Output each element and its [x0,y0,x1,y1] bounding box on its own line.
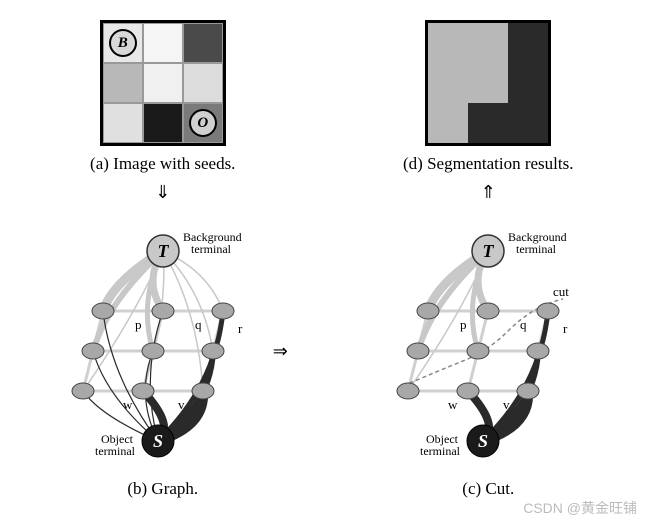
grid-d-cell-8 [508,103,548,143]
grid-d-cell-5 [508,63,548,103]
grid-a-cell-8: O [183,103,223,143]
arrow-up: ⇑ [481,182,496,203]
grid-a-cell-5 [183,63,223,103]
caption-b: (b) Graph. [127,479,198,499]
grid-a-cell-7 [143,103,183,143]
panel-a-grid: BO [100,20,226,146]
seed-o: O [189,109,217,137]
grid-d-cell-4 [468,63,508,103]
svg-text:S: S [478,431,488,451]
svg-text:S: S [153,431,163,451]
svg-text:r: r [563,321,568,336]
caption-d: (d) Segmentation results. [403,154,573,174]
svg-text:q: q [195,317,202,332]
arrow-down: ⇓ [155,182,170,203]
grid-d-cell-0 [428,23,468,63]
grid-d-cell-3 [428,63,468,103]
grid-a-cell-6 [103,103,143,143]
svg-text:v: v [178,397,185,412]
svg-text:Backgroundterminal: Backgroundterminal [183,230,242,256]
grid-a-cell-1 [143,23,183,63]
svg-text:T: T [157,241,169,261]
grid-a-cell-0: B [103,23,143,63]
svg-text:q: q [520,317,527,332]
svg-text:Objectterminal: Objectterminal [420,432,461,458]
grid-a-cell-4 [143,63,183,103]
svg-text:v: v [503,397,510,412]
svg-text:w: w [448,397,458,412]
panel-d-grid [425,20,551,146]
grid-d-cell-1 [468,23,508,63]
svg-text:p: p [460,317,467,332]
caption-a: (a) Image with seeds. [90,154,235,174]
arrow-right: ⇒ [273,341,288,362]
svg-text:p: p [135,317,142,332]
svg-text:r: r [238,321,243,336]
grid-d-cell-7 [468,103,508,143]
watermark: CSDN @黄金旺铺 [523,498,637,518]
panel-c-graph: cut p q r w v T S Backgroundterminal Objecttermin… [388,211,588,471]
caption-c: (c) Cut. [462,479,514,499]
svg-text:T: T [483,241,495,261]
svg-text:w: w [123,397,133,412]
grid-a-cell-3 [103,63,143,103]
grid-d-cell-6 [428,103,468,143]
panel-b-graph: pqrwvTSBackgroundterminalObjectterminal … [63,211,263,471]
svg-text:Backgroundterminal: Backgroundterminal [508,230,567,256]
svg-text:cut: cut [553,284,569,299]
seed-b: B [109,29,137,57]
grid-d-cell-2 [508,23,548,63]
svg-text:Objectterminal: Objectterminal [95,432,136,458]
grid-a-cell-2 [183,23,223,63]
